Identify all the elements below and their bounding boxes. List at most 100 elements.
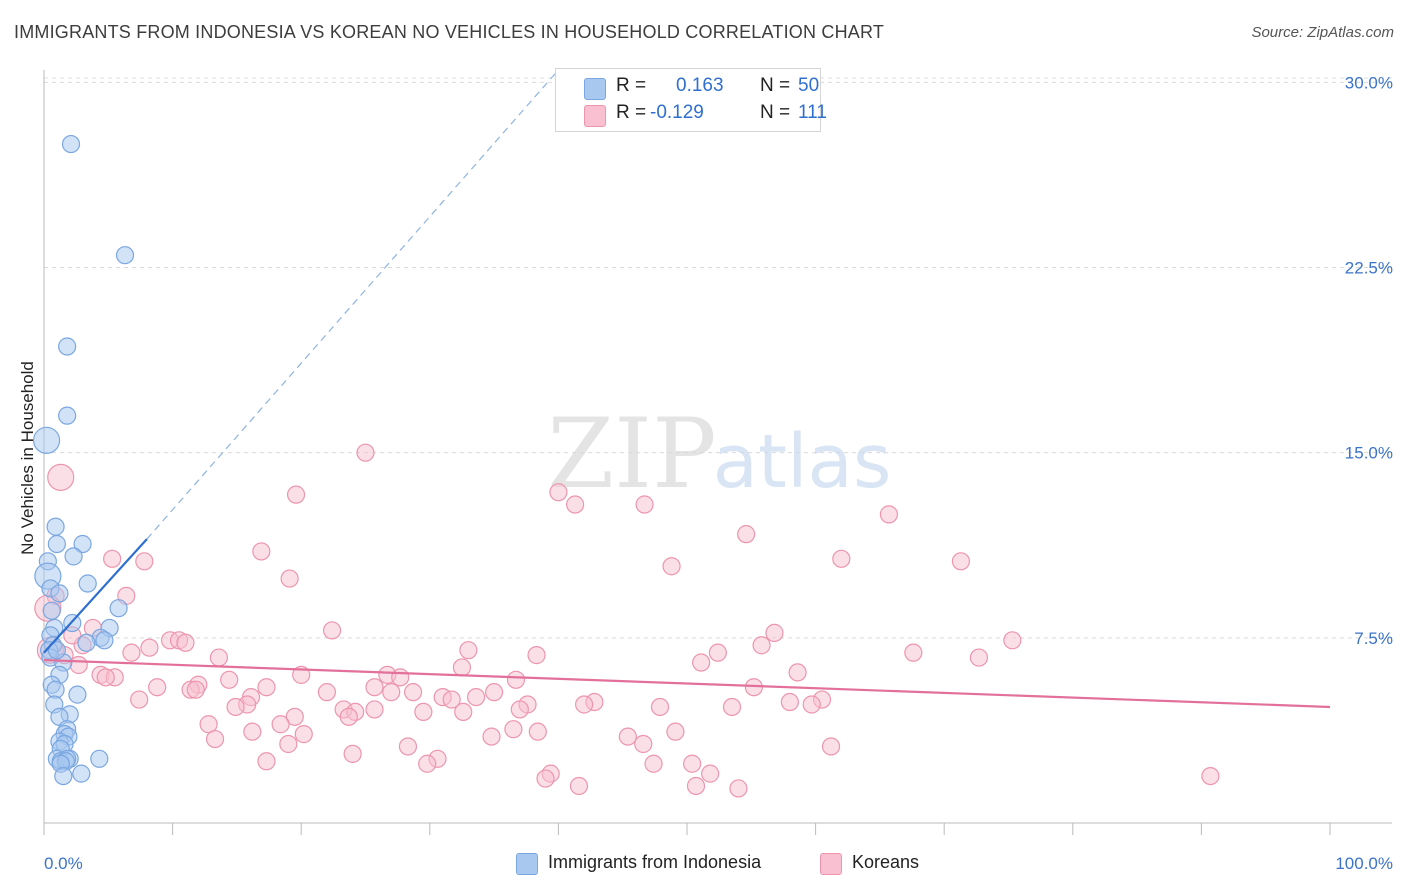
- y-tick-label: 15.0%: [1345, 444, 1393, 463]
- watermark: ZIP atlas: [547, 398, 891, 510]
- korean-point: [130, 690, 149, 709]
- korean-point: [365, 678, 384, 697]
- korean-point: [279, 734, 298, 754]
- indonesia-point: [109, 599, 128, 618]
- indonesia-point: [47, 641, 66, 660]
- indonesia-point: [73, 534, 92, 554]
- korean-point: [140, 638, 159, 657]
- korean-point: [466, 687, 486, 707]
- legend-swatch-korean: [584, 105, 606, 127]
- korean-point: [286, 485, 306, 504]
- korean-point: [686, 776, 706, 796]
- korean-point: [832, 549, 851, 568]
- legend-n-label: N =: [760, 102, 791, 123]
- korean-point: [398, 737, 418, 756]
- indonesia-point: [50, 584, 69, 603]
- korean-point: [765, 623, 784, 642]
- korean-trend-line: [43, 658, 1331, 709]
- korean-point: [382, 683, 401, 702]
- indonesia-point: [64, 547, 83, 566]
- korean-point: [701, 764, 720, 783]
- y-tick-label: 30.0%: [1345, 73, 1393, 92]
- korean-point: [403, 683, 423, 702]
- legend-swatch-indonesia: [584, 78, 606, 100]
- indonesia-point: [32, 426, 61, 454]
- korean-point: [666, 722, 685, 741]
- korean-points: [34, 443, 1220, 798]
- korean-point: [821, 737, 841, 756]
- indonesia-point: [61, 134, 81, 154]
- korean-point: [879, 505, 899, 524]
- legend-n-value: 50: [798, 75, 820, 96]
- korean-point: [904, 643, 923, 662]
- korean-point: [226, 697, 245, 717]
- korean-point: [343, 744, 362, 763]
- korean-point: [442, 690, 461, 709]
- indonesia-point: [58, 406, 77, 425]
- korean-point: [186, 680, 205, 699]
- korean-point: [506, 670, 526, 689]
- tick-labels: 7.5% 15.0% 22.5% 30.0% 0.0% 100.0%: [44, 73, 1393, 873]
- korean-point: [391, 668, 410, 687]
- korean-point: [618, 727, 637, 746]
- korean-point: [692, 653, 711, 672]
- korean-point: [459, 641, 478, 660]
- korean-point: [802, 695, 821, 714]
- indonesia-point: [58, 337, 77, 356]
- x-tick-label: 0.0%: [44, 854, 83, 873]
- korean-point: [650, 697, 670, 717]
- korean-point: [285, 707, 304, 726]
- korean-point: [527, 646, 546, 665]
- indonesia-points: [32, 134, 135, 786]
- korean-point: [69, 655, 88, 675]
- indonesia-point: [47, 534, 66, 554]
- korean-point: [482, 727, 501, 746]
- indonesia-point: [46, 517, 65, 536]
- korean-point: [257, 678, 276, 697]
- korean-point: [737, 525, 756, 544]
- bottom-legend-label-korean: Koreans: [852, 852, 920, 872]
- korean-point: [549, 483, 568, 502]
- korean-point: [356, 443, 375, 462]
- watermark-atlas: atlas: [713, 419, 892, 505]
- korean-point: [47, 463, 75, 491]
- korean-point: [148, 678, 167, 697]
- korean-point: [569, 776, 589, 796]
- indonesia-trend-extension: [146, 69, 559, 540]
- indonesia-trend-line: [43, 538, 148, 654]
- korean-point: [317, 683, 337, 702]
- trend-lines: [43, 69, 1331, 709]
- indonesia-point: [115, 246, 135, 265]
- korean-point: [294, 725, 313, 744]
- y-axis-label: No Vehicles in Household: [18, 361, 37, 555]
- korean-point: [220, 670, 239, 689]
- korean-point: [752, 636, 771, 655]
- korean-point: [176, 633, 195, 652]
- korean-point: [644, 754, 663, 773]
- correlation-legend: R = 0.163 N = 50 R = -0.129 N = 111: [555, 68, 827, 132]
- y-tick-label: 7.5%: [1354, 629, 1393, 648]
- legend-r-label: R =: [616, 102, 647, 123]
- korean-point: [510, 700, 529, 719]
- korean-point: [322, 621, 342, 640]
- indonesia-point: [42, 601, 61, 620]
- source-label: Source: ZipAtlas.com: [1251, 24, 1394, 41]
- legend-n-label: N =: [760, 75, 791, 96]
- korean-point: [634, 734, 653, 754]
- korean-point: [683, 754, 702, 773]
- korean-point: [454, 702, 473, 722]
- korean-point: [252, 542, 271, 561]
- korean-point: [504, 720, 523, 739]
- legend-n-value: 111: [798, 102, 827, 123]
- indonesia-point: [68, 685, 87, 704]
- indonesia-point: [72, 764, 91, 783]
- korean-point: [243, 722, 262, 741]
- korean-point: [414, 702, 433, 722]
- bottom-legend-label-indonesia: Immigrants from Indonesia: [548, 852, 762, 872]
- korean-point: [722, 697, 742, 717]
- legend-r-label: R =: [616, 75, 647, 96]
- indonesia-point: [90, 749, 109, 768]
- indonesia-point: [77, 633, 96, 652]
- korean-point: [452, 658, 472, 677]
